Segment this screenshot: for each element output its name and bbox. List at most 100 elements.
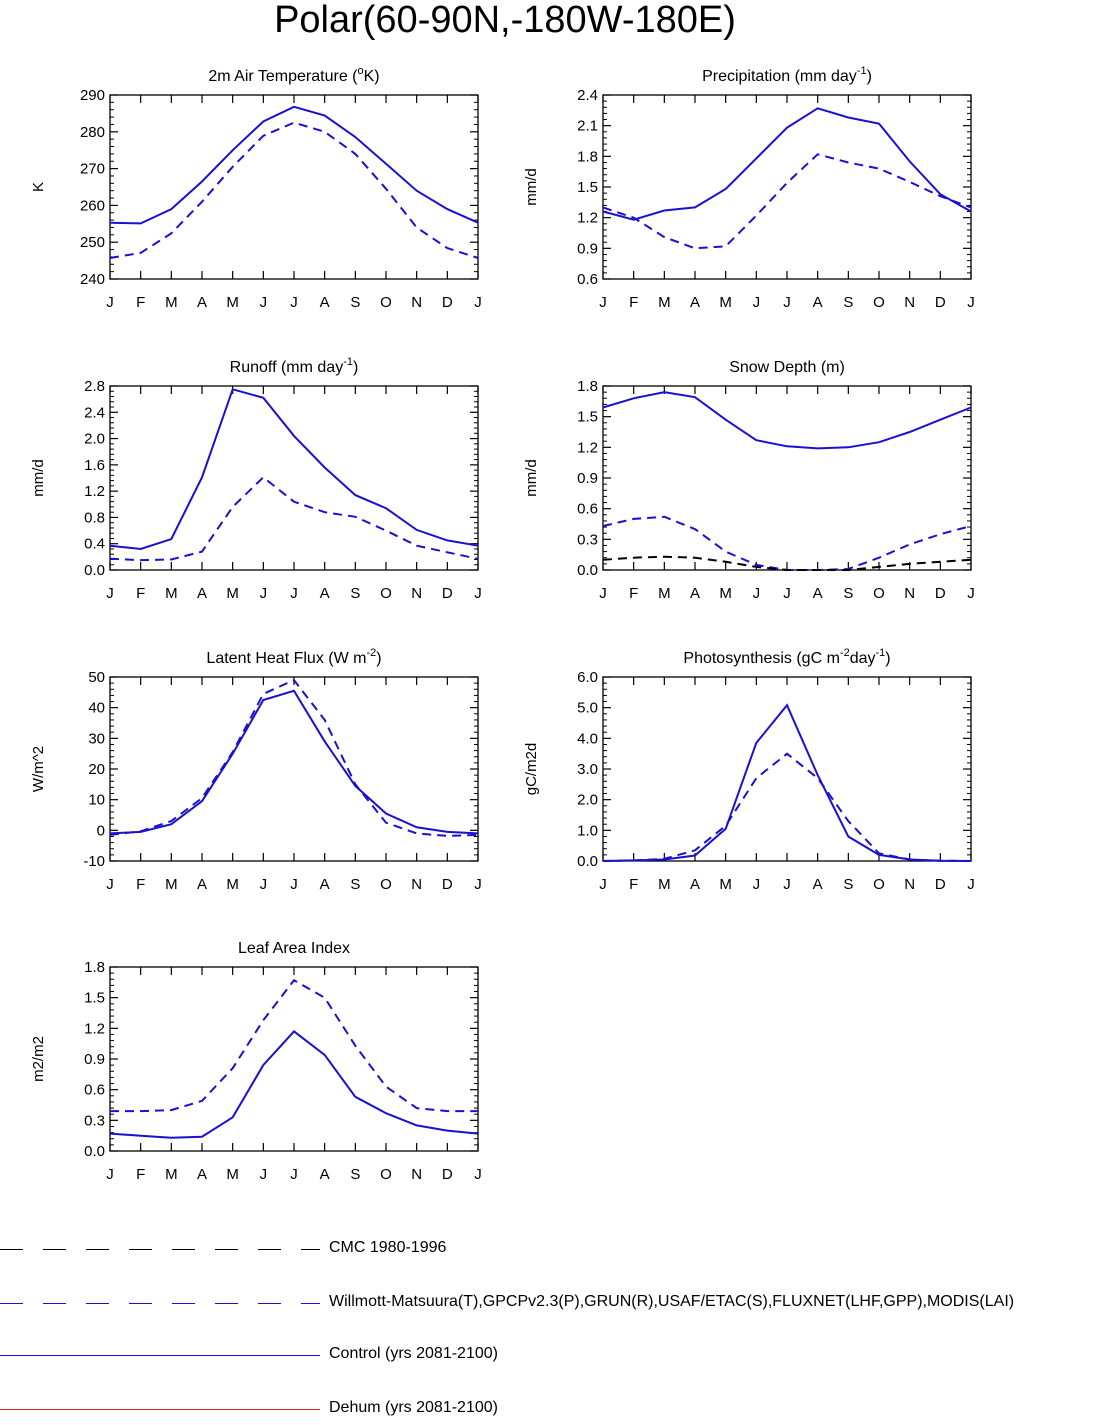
y-tick-label: 0.3 [84, 1112, 105, 1129]
x-tick-label: D [442, 294, 453, 311]
x-tick-label: J [599, 585, 607, 602]
series-line-1 [602, 752, 972, 862]
x-tick-label: A [197, 294, 207, 311]
page-title: Polar(60-90N,-180W-180E) [274, 0, 736, 41]
x-tick-label: A [197, 1166, 207, 1183]
y-tick-label: 0.9 [577, 240, 598, 257]
series-line-1 [602, 153, 972, 250]
x-tick-label: J [753, 294, 761, 311]
x-tick-label: A [813, 876, 823, 893]
x-tick-label: A [690, 585, 700, 602]
x-tick-label: A [197, 585, 207, 602]
y-tick-label: 1.2 [577, 439, 598, 456]
x-tick-label: S [843, 294, 853, 311]
x-tick-label: J [106, 585, 114, 602]
x-tick-label: J [599, 876, 607, 893]
series-line-1 [109, 121, 479, 259]
legend-swatch-dehum [0, 1409, 320, 1410]
y-tick-label: 0.0 [84, 1143, 105, 1160]
x-tick-label: F [136, 585, 145, 602]
y-tick-label: 0.3 [577, 531, 598, 548]
y-tick-label: 1.8 [577, 378, 598, 395]
y-tick-label: 290 [80, 87, 105, 104]
y-tick-label: 280 [80, 124, 105, 141]
x-tick-label: M [165, 876, 178, 893]
x-tick-label: F [136, 1166, 145, 1183]
x-tick-label: O [380, 294, 392, 311]
chart-title: Latent Heat Flux (W m-2) [206, 647, 381, 667]
series-line-0 [602, 107, 972, 221]
chart-gpp: J F M A M J J A S O N D J0.01.02.03.04.05.06.0Photos… [523, 647, 975, 893]
x-tick-label: J [474, 585, 482, 602]
y-tick-label: 40 [88, 700, 105, 717]
x-tick-label: N [904, 294, 915, 311]
legend-label-control: Control (yrs 2081-2100) [329, 1345, 498, 1362]
x-tick-label: S [843, 585, 853, 602]
y-tick-label: 240 [80, 271, 105, 288]
x-tick-label: A [197, 876, 207, 893]
y-tick-label: 5.0 [577, 700, 598, 717]
x-tick-label: J [967, 294, 975, 311]
x-tick-label: F [629, 294, 638, 311]
legend-item-obs: Willmott-Matsuura(T),GPCPv2.3(P),GRUN(R)… [0, 1289, 1117, 1319]
x-tick-label: M [165, 294, 178, 311]
x-tick-label: O [873, 294, 885, 311]
x-tick-label: J [290, 294, 298, 311]
x-tick-label: N [411, 876, 422, 893]
series-line-0 [109, 388, 479, 551]
x-tick-label: A [320, 585, 330, 602]
x-tick-label: O [380, 585, 392, 602]
x-tick-label: S [350, 1166, 360, 1183]
x-tick-label: F [629, 876, 638, 893]
x-tick-label: F [136, 876, 145, 893]
y-tick-label: 1.2 [577, 210, 598, 227]
x-tick-label: A [813, 585, 823, 602]
x-tick-label: O [380, 876, 392, 893]
legend-label-cmc: CMC 1980-1996 [329, 1239, 447, 1256]
x-tick-label: O [873, 585, 885, 602]
x-tick-label: M [719, 294, 732, 311]
x-tick-label: M [226, 585, 239, 602]
x-tick-label: J [783, 294, 791, 311]
chart-title: Precipitation (mm day-1) [702, 65, 872, 85]
x-tick-label: A [690, 294, 700, 311]
x-tick-label: J [967, 876, 975, 893]
x-tick-label: A [320, 1166, 330, 1183]
x-tick-label: S [843, 876, 853, 893]
x-tick-label: A [320, 876, 330, 893]
x-tick-label: M [226, 294, 239, 311]
y-tick-label: 1.5 [577, 409, 598, 426]
y-tick-label: 0.9 [84, 1051, 105, 1068]
y-tick-label: 0.9 [577, 470, 598, 487]
series-line-2 [602, 555, 972, 571]
plot-frame [602, 94, 972, 280]
x-tick-label: M [165, 1166, 178, 1183]
plot-frame [109, 966, 479, 1152]
y-tick-label: 30 [88, 730, 105, 747]
x-tick-label: J [783, 876, 791, 893]
x-tick-label: J [260, 1166, 268, 1183]
y-axis-label: m2/m2 [30, 1036, 47, 1082]
legend-label-obs: Willmott-Matsuura(T),GPCPv2.3(P),GRUN(R)… [329, 1293, 1015, 1310]
y-tick-label: 260 [80, 197, 105, 214]
plot-frame [109, 94, 479, 280]
y-tick-label: 1.8 [577, 148, 598, 165]
y-tick-label: 0.0 [577, 853, 598, 870]
y-tick-label: -10 [83, 853, 105, 870]
legend-item-cmc: CMC 1980-1996 [0, 1235, 1117, 1265]
y-tick-label: 0.8 [84, 509, 105, 526]
chart-runoff: J F M A M J J A S O N D J0.00.40.81.21.62.02.42.8Run… [30, 356, 482, 602]
x-tick-label: J [474, 876, 482, 893]
y-axis-label: mm/d [523, 459, 540, 497]
x-tick-label: S [350, 294, 360, 311]
x-tick-label: J [260, 876, 268, 893]
y-tick-label: 3.0 [577, 761, 598, 778]
x-tick-label: N [411, 294, 422, 311]
series-line-0 [109, 1030, 479, 1139]
y-axis-label: K [30, 182, 47, 192]
legend-item-dehum: Dehum (yrs 2081-2100) [0, 1395, 1117, 1425]
